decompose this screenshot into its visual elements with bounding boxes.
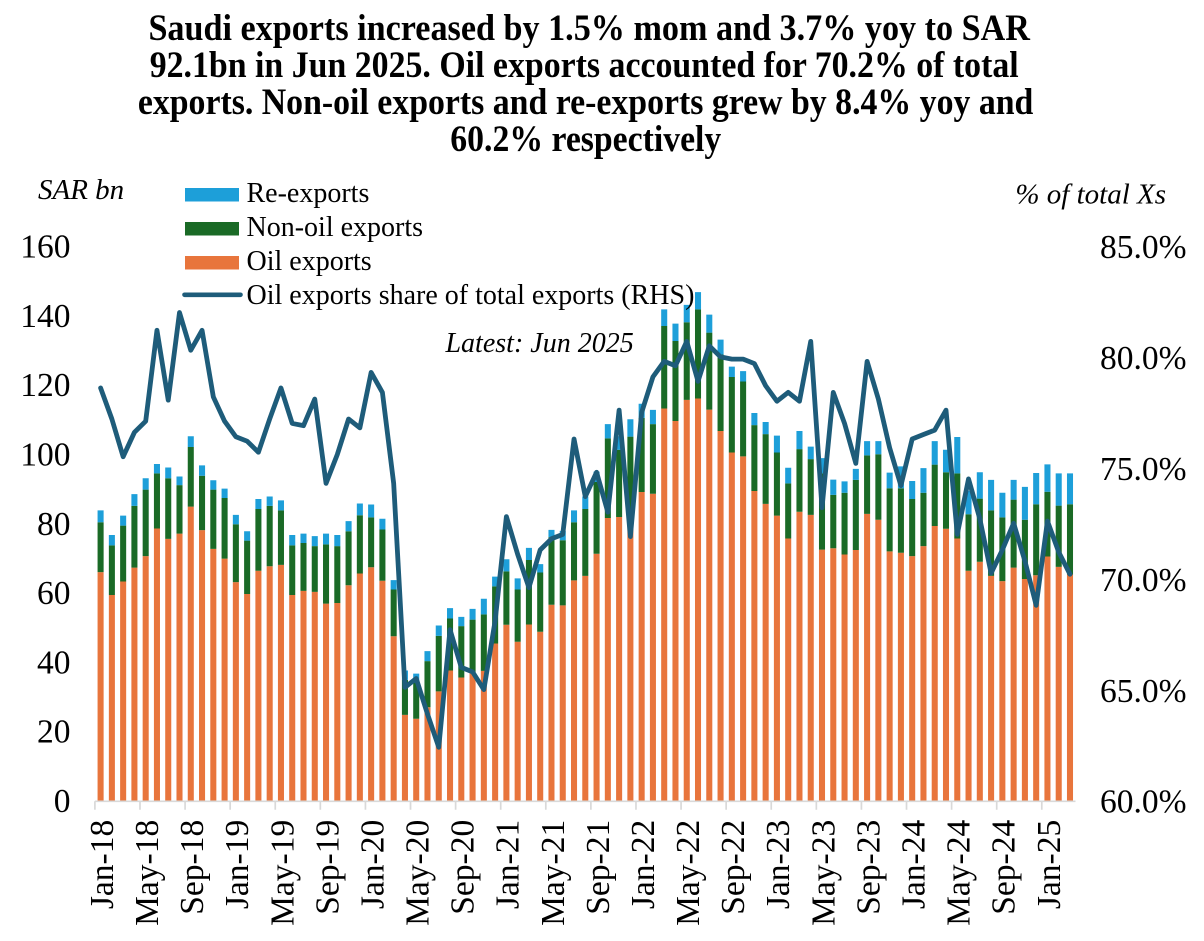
svg-text:Non-oil exports: Non-oil exports	[247, 212, 424, 243]
svg-text:Jan-25: Jan-25	[1031, 820, 1068, 909]
svg-text:60.0%: 60.0%	[1100, 784, 1187, 821]
svg-text:Sep-18: Sep-18	[174, 820, 211, 915]
svg-text:May-21: May-21	[535, 820, 572, 926]
svg-text:40: 40	[37, 644, 71, 681]
svg-text:Re-exports: Re-exports	[247, 178, 370, 209]
svg-text:May-24: May-24	[941, 820, 978, 926]
svg-text:Sep-23: Sep-23	[850, 820, 887, 915]
svg-text:exports. Non-oil exports and r: exports. Non-oil exports and re-exports …	[138, 81, 1034, 122]
svg-text:Jan-18: Jan-18	[84, 820, 121, 909]
svg-text:May-18: May-18	[129, 820, 166, 926]
svg-text:Sep-20: Sep-20	[445, 820, 482, 915]
svg-text:Jan-23: Jan-23	[760, 820, 797, 909]
svg-text:60.2% respectively: 60.2% respectively	[450, 118, 721, 159]
svg-text:20: 20	[37, 714, 71, 751]
svg-text:0: 0	[54, 783, 71, 820]
svg-text:140: 140	[20, 298, 70, 335]
svg-text:85.0%: 85.0%	[1100, 229, 1187, 266]
svg-text:Jan-22: Jan-22	[625, 820, 662, 909]
svg-text:80.0%: 80.0%	[1100, 340, 1187, 377]
svg-text:120: 120	[20, 367, 70, 404]
svg-text:100: 100	[20, 436, 70, 473]
svg-text:Oil exports: Oil exports	[247, 246, 372, 277]
svg-text:May-19: May-19	[264, 820, 301, 926]
svg-text:60: 60	[37, 575, 71, 612]
svg-text:70.0%: 70.0%	[1100, 562, 1187, 599]
svg-text:Jan-20: Jan-20	[354, 820, 391, 909]
svg-text:Jan-24: Jan-24	[895, 820, 932, 910]
svg-text:92.1bn in Jun 2025. Oil export: 92.1bn in Jun 2025. Oil exports accounte…	[150, 44, 1019, 85]
svg-text:65.0%: 65.0%	[1100, 673, 1187, 710]
svg-text:80: 80	[37, 506, 71, 543]
svg-text:Sep-22: Sep-22	[715, 820, 752, 915]
svg-text:Sep-19: Sep-19	[309, 820, 346, 915]
svg-text:Saudi exports increased by 1.5: Saudi exports increased by 1.5% mom and …	[148, 7, 1030, 48]
svg-text:May-20: May-20	[400, 820, 437, 926]
svg-text:Sep-24: Sep-24	[986, 820, 1023, 915]
svg-text:% of total Xs: % of total Xs	[1015, 179, 1166, 211]
svg-text:SAR bn: SAR bn	[38, 174, 124, 206]
svg-text:Jan-19: Jan-19	[219, 820, 256, 909]
svg-text:160: 160	[20, 229, 70, 266]
svg-text:Oil exports share of total exp: Oil exports share of total exports (RHS)	[247, 280, 695, 311]
svg-text:May-23: May-23	[805, 820, 842, 926]
svg-text:Jan-21: Jan-21	[490, 820, 527, 909]
svg-text:Latest: Jun 2025: Latest: Jun 2025	[444, 328, 633, 359]
svg-text:May-22: May-22	[670, 820, 707, 926]
svg-text:Sep-21: Sep-21	[580, 820, 617, 915]
svg-text:75.0%: 75.0%	[1100, 451, 1187, 488]
